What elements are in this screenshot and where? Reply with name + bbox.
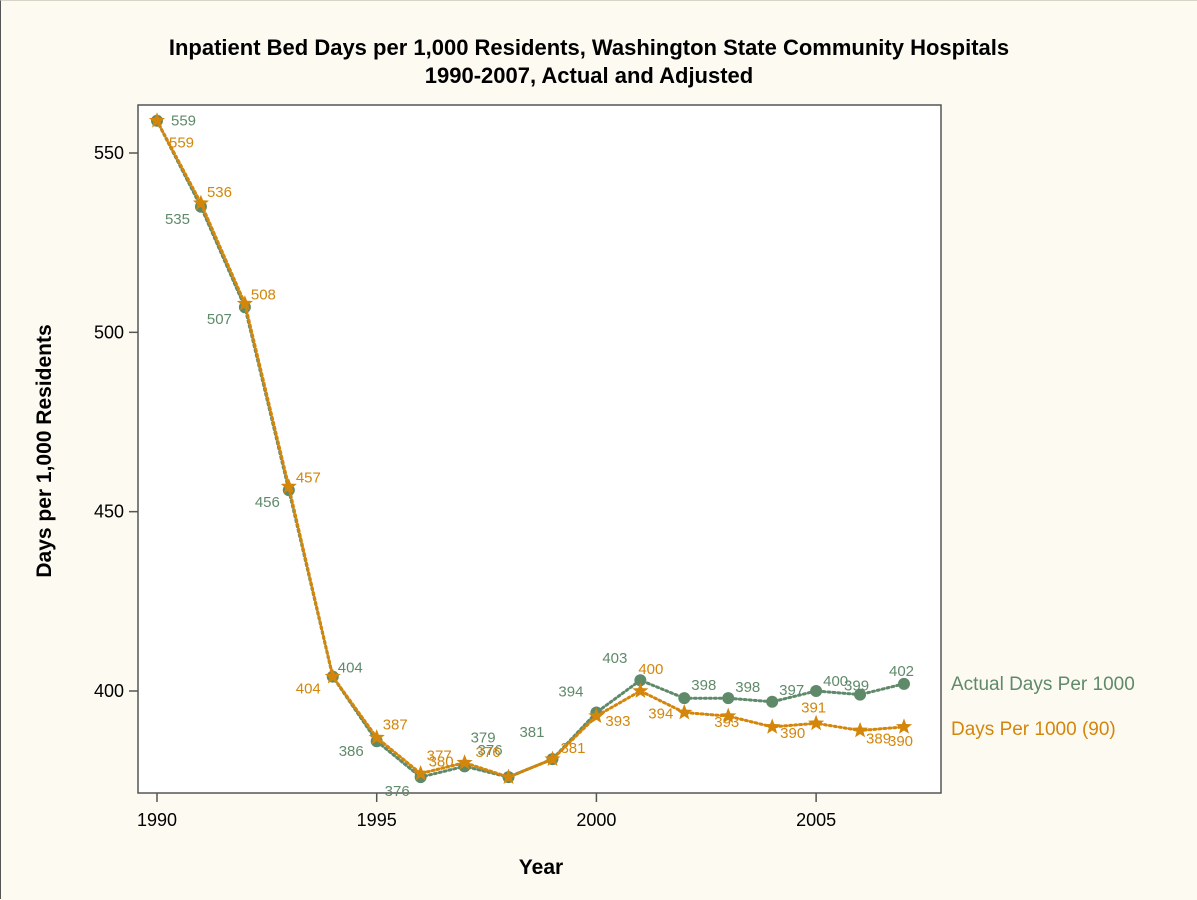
adjusted-data-label: 391	[801, 699, 826, 716]
adjusted-series-line	[155, 119, 906, 779]
actual-data-label: 402	[889, 663, 914, 680]
series-layer	[148, 112, 913, 784]
actual-data-label: 397	[779, 682, 804, 699]
adjusted-point	[895, 718, 913, 734]
actual-point	[722, 692, 735, 705]
actual-point	[810, 685, 823, 697]
adjusted-point	[764, 718, 781, 734]
chart-title-line-1: Inpatient Bed Days per 1,000 Residents, …	[169, 35, 1009, 60]
adjusted-point	[500, 768, 517, 784]
x-tick-label: 1990	[137, 810, 177, 830]
adjusted-point	[192, 194, 209, 211]
adjusted-data-label: 377	[427, 747, 452, 764]
legend-adjusted: Days Per 1000 (90)	[951, 719, 1116, 740]
actual-data-label: 403	[602, 650, 627, 667]
adjusted-data-label: 457	[296, 470, 321, 487]
adjusted-point	[456, 754, 473, 770]
legend-actual: Actual Days Per 1000	[951, 674, 1135, 695]
y-tick-label: 400	[94, 681, 124, 701]
y-axis-label: Days per 1,000 Residents	[33, 324, 56, 577]
actual-data-label: 559	[171, 113, 196, 130]
actual-point	[854, 688, 867, 701]
actual-point	[634, 674, 647, 687]
adjusted-point	[852, 722, 869, 738]
actual-data-label: 376	[478, 742, 503, 759]
x-tick-label: 1995	[357, 810, 397, 830]
adjusted-data-label: 381	[560, 740, 585, 757]
adjusted-point	[632, 682, 649, 698]
actual-data-label: 507	[207, 311, 232, 328]
y-tick-label: 550	[94, 143, 124, 163]
actual-data-label: 535	[165, 211, 190, 228]
adjusted-data-label: 536	[207, 184, 232, 201]
adjusted-point	[236, 295, 253, 311]
actual-data-label: 399	[844, 678, 869, 695]
plot-area	[137, 104, 942, 794]
actual-data-label: 386	[339, 743, 364, 760]
actual-data-label: 398	[735, 679, 760, 696]
actual-data-label: 398	[691, 677, 716, 694]
adjusted-data-label: 508	[251, 287, 276, 304]
x-tick-label: 2005	[796, 810, 836, 830]
adjusted-data-label: 380	[429, 754, 454, 771]
adjusted-point	[412, 765, 429, 781]
adjusted-point	[588, 707, 605, 723]
adjusted-data-label: 390	[780, 725, 805, 742]
adjusted-point	[368, 729, 385, 745]
adjusted-point	[808, 714, 825, 731]
actual-data-label: 400	[823, 673, 848, 690]
actual-point	[678, 692, 691, 705]
legend: Actual Days Per 1000 Days Per 1000 (90)	[951, 674, 1135, 740]
chart-title-line-2: 1990-2007, Actual and Adjusted	[425, 63, 754, 88]
y-tick-label: 450	[94, 502, 124, 522]
adjusted-data-label: 394	[648, 706, 673, 723]
adjusted-point	[324, 668, 341, 684]
actual-data-label: 394	[558, 684, 583, 701]
adjusted-data-label: 559	[169, 135, 194, 152]
adjusted-point	[280, 478, 297, 494]
adjusted-data-label: 393	[714, 714, 739, 731]
x-axis-label: Year	[519, 856, 563, 879]
adjusted-data-label: 404	[296, 681, 321, 698]
adjusted-data-label: 387	[383, 717, 408, 734]
actual-data-label: 404	[338, 660, 363, 677]
y-tick-label: 500	[94, 322, 124, 342]
actual-point	[898, 677, 910, 690]
adjusted-data-label: 400	[638, 661, 663, 678]
actual-data-label: 456	[255, 494, 280, 511]
actual-point	[766, 695, 779, 708]
x-tick-label: 2000	[576, 810, 616, 830]
adjusted-data-label: 390	[888, 733, 913, 750]
adjusted-data-label: 393	[605, 713, 630, 730]
actual-data-label: 379	[471, 729, 496, 746]
adjusted-point	[676, 704, 693, 720]
actual-data-label: 381	[519, 724, 544, 741]
adjusted-point	[148, 112, 166, 128]
adjusted-data-label: 389	[866, 730, 891, 747]
axis-ticks: 1990 1995 2000 2005 400 450 500 550	[94, 143, 836, 830]
adjusted-point	[544, 750, 561, 766]
adjusted-point	[720, 707, 737, 723]
adjusted-data-label: 376	[476, 744, 501, 761]
actual-data-label: 376	[385, 783, 410, 800]
